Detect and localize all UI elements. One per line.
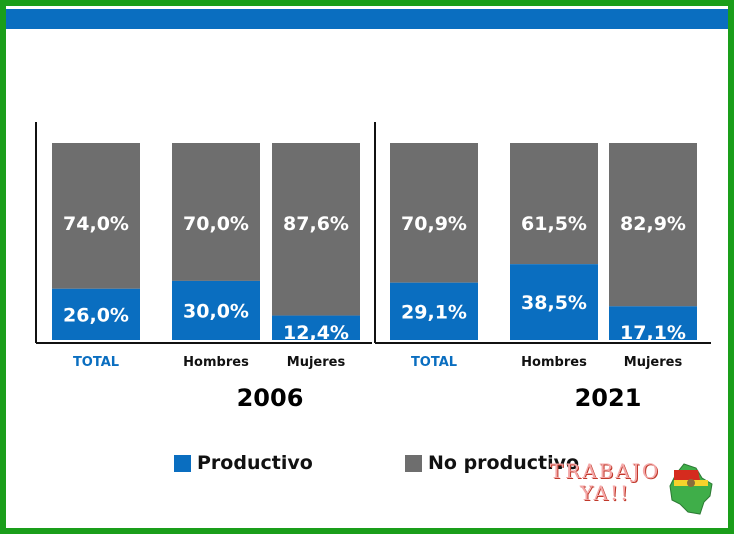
legend-swatch-no-productivo xyxy=(405,454,422,472)
legend-item-productivo: Productivo xyxy=(174,452,313,474)
bar-productivo-2021-hombres xyxy=(510,264,598,340)
category-label-2021-total: TOTAL xyxy=(411,355,457,370)
category-label-2021-mujeres: Mujeres xyxy=(624,355,683,370)
brand-line-2: YA!! xyxy=(579,481,631,505)
labels-layer: 74,0% 26,0% TOTAL 70,0% 30,0% Hombres 87,6% 12,… xyxy=(63,213,686,412)
year-label-2006: 2006 xyxy=(237,384,304,412)
category-label-2006-hombres: Hombres xyxy=(183,355,249,370)
category-label-2006-mujeres: Mujeres xyxy=(287,355,346,370)
bar-no-productivo-2006-hombres xyxy=(172,143,260,281)
bolivia-map-icon xyxy=(669,463,713,515)
data-label-no-productivo-2021-mujeres: 82,9% xyxy=(620,213,686,235)
bar-productivo-2006-mujeres xyxy=(272,315,360,340)
category-label-2021-hombres: Hombres xyxy=(521,355,587,370)
legend-label-productivo: Productivo xyxy=(197,452,313,474)
brand-logo: TRABAJO YA!! xyxy=(540,460,720,520)
data-label-no-productivo-2006-mujeres: 87,6% xyxy=(283,213,349,235)
bar-no-productivo-2021-hombres xyxy=(510,143,598,265)
legend-swatch-productivo xyxy=(174,454,191,472)
data-label-no-productivo-2006-total: 74,0% xyxy=(63,213,129,235)
data-label-productivo-2006-hombres: 30,0% xyxy=(183,300,249,322)
bar-productivo-2021-mujeres xyxy=(609,306,697,340)
data-label-no-productivo-2021-total: 70,9% xyxy=(401,213,467,235)
header-bar xyxy=(6,9,728,29)
legend-label-no-productivo: No productivo xyxy=(428,452,580,474)
bar-productivo-2006-total xyxy=(52,288,140,340)
axes-layer xyxy=(35,122,711,344)
bars-layer xyxy=(52,143,697,340)
legend-item-no-productivo: No productivo xyxy=(405,452,579,474)
data-label-no-productivo-2021-hombres: 61,5% xyxy=(521,213,587,235)
brand-line-1: TRABAJO xyxy=(549,459,661,483)
bar-no-productivo-2006-mujeres xyxy=(272,143,360,316)
data-label-productivo-2021-hombres: 38,5% xyxy=(521,292,587,314)
bar-productivo-2021-total xyxy=(390,282,478,340)
category-label-2006-total: TOTAL xyxy=(73,355,119,370)
bar-no-productivo-2021-total xyxy=(390,143,478,283)
brand-text: TRABAJO YA!! xyxy=(540,460,670,504)
bar-productivo-2006-hombres xyxy=(172,280,260,340)
data-label-productivo-2021-mujeres: 17,1% xyxy=(620,322,686,344)
data-label-productivo-2021-total: 29,1% xyxy=(401,301,467,323)
data-label-productivo-2006-total: 26,0% xyxy=(63,304,129,326)
data-label-no-productivo-2006-hombres: 70,0% xyxy=(183,213,249,235)
bar-no-productivo-2021-mujeres xyxy=(609,143,697,307)
bar-no-productivo-2006-total xyxy=(52,143,140,289)
year-label-2021: 2021 xyxy=(575,384,642,412)
data-label-productivo-2006-mujeres: 12,4% xyxy=(283,322,349,344)
